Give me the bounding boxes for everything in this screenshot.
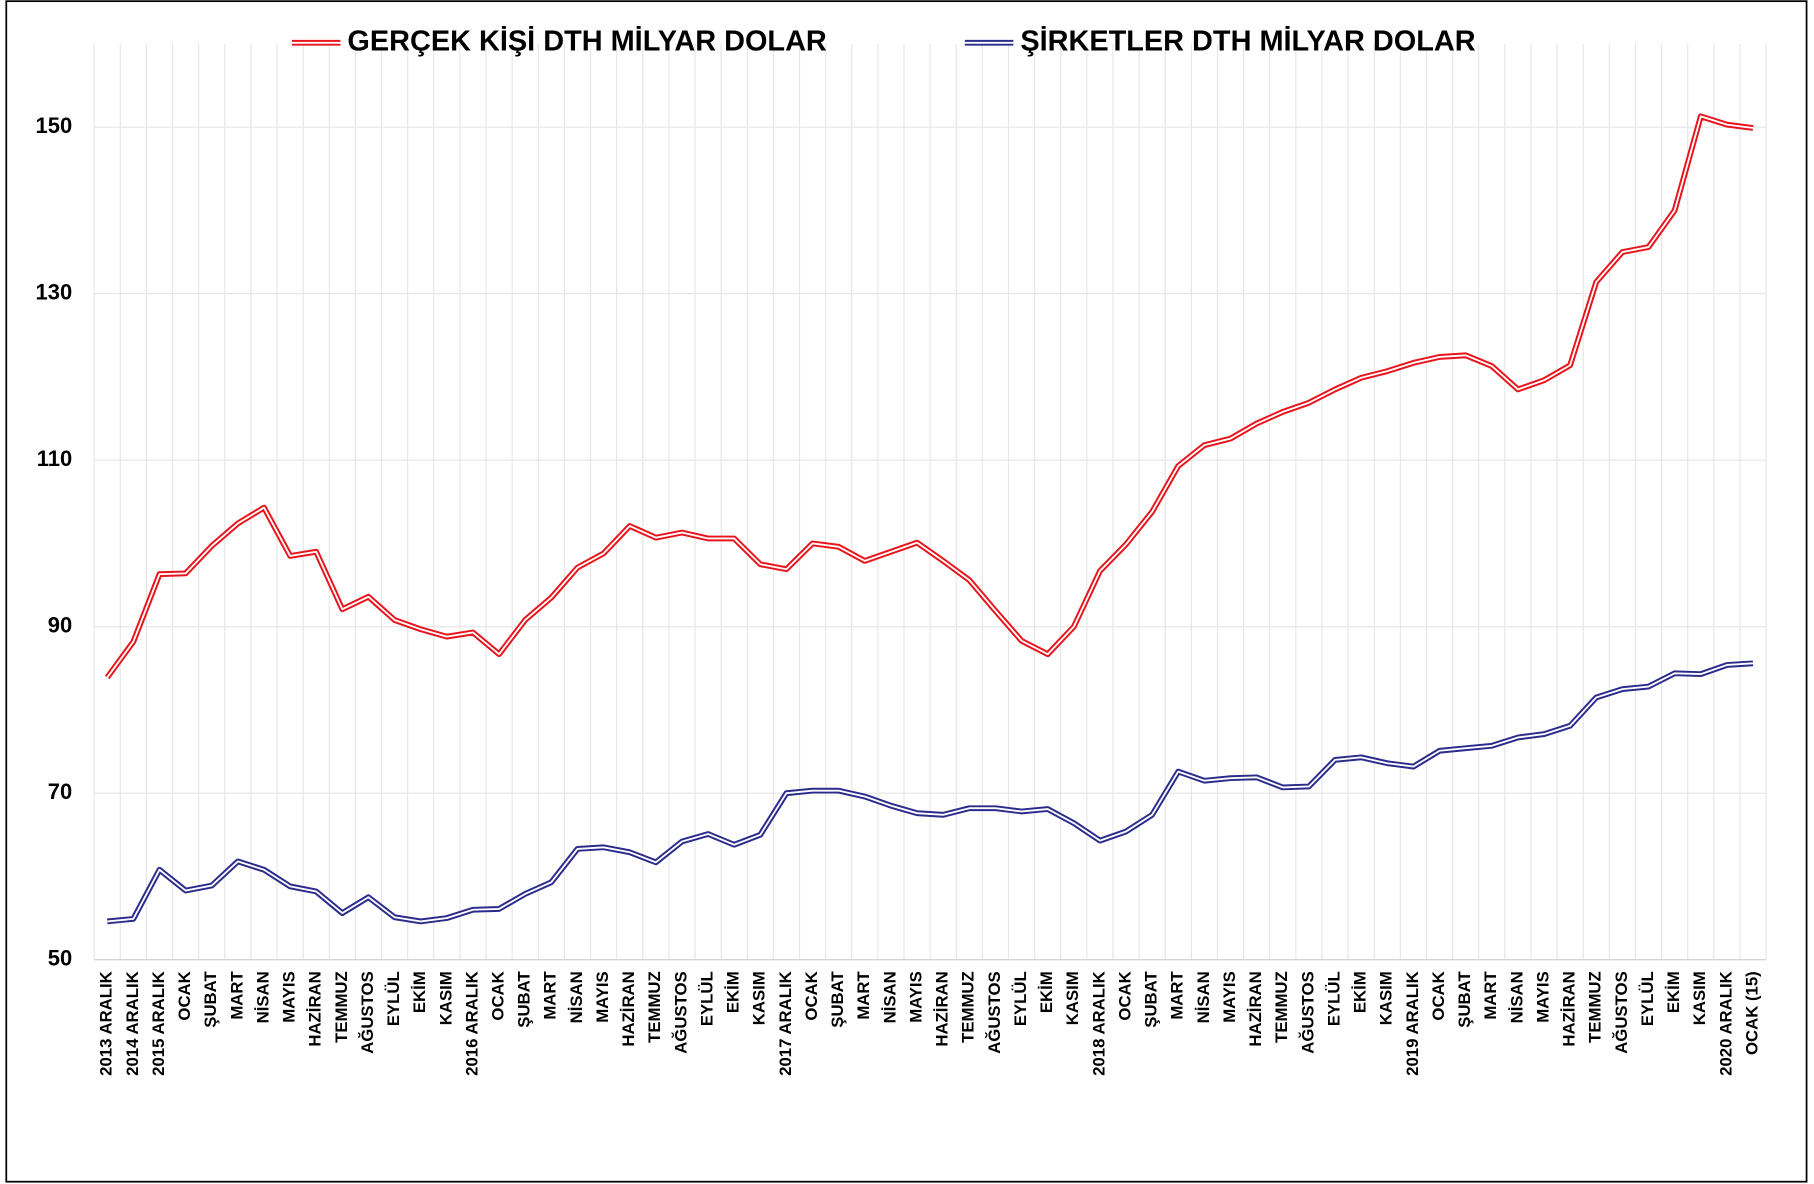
x-tick-label: ŞUBAT	[1142, 970, 1161, 1027]
x-tick-label: EKİM	[1664, 971, 1683, 1013]
y-tick-label: 110	[37, 446, 72, 471]
x-tick-label: HAZİRAN	[1560, 971, 1579, 1046]
x-tick-label: NİSAN	[880, 971, 899, 1023]
y-tick-label: 150	[36, 113, 73, 138]
x-tick-label: KASIM	[1377, 971, 1396, 1025]
x-tick-label: MAYIS	[906, 971, 925, 1023]
legend-label: GERÇEK KİŞİ DTH MİLYAR DOLAR	[347, 24, 827, 57]
x-tick-label: MART	[227, 970, 246, 1019]
x-tick-label: 2013 ARALIK	[97, 971, 116, 1076]
x-tick-label: AĞUSTOS	[358, 971, 377, 1054]
y-tick-label: 70	[48, 779, 72, 804]
y-tick-label: 90	[48, 612, 72, 637]
x-tick-label: NİSAN	[1194, 971, 1213, 1023]
y-tick-label: 50	[48, 945, 72, 970]
x-tick-label: EYLÜL	[1011, 971, 1030, 1026]
x-tick-label: KASIM	[1063, 971, 1082, 1025]
x-tick-label: EYLÜL	[384, 971, 403, 1026]
x-tick-label: MAYIS	[280, 971, 299, 1023]
x-tick-label: EYLÜL	[1324, 971, 1343, 1026]
x-tick-label: OCAK	[802, 971, 821, 1020]
x-tick-label: TEMMUZ	[645, 971, 664, 1043]
x-tick-label: AĞUSTOS	[1298, 971, 1317, 1054]
x-tick-label: TEMMUZ	[332, 971, 351, 1043]
x-tick-label: KASIM	[1690, 971, 1709, 1025]
x-tick-label: TEMMUZ	[1586, 971, 1605, 1043]
x-tick-label: AĞUSTOS	[1612, 971, 1631, 1054]
x-tick-label: MAYIS	[593, 971, 612, 1023]
legend-label: ŞİRKETLER DTH MİLYAR DOLAR	[1020, 24, 1475, 57]
x-tick-label: NİSAN	[1507, 971, 1526, 1023]
x-tick-label: EYLÜL	[697, 971, 716, 1026]
x-tick-label: HAZİRAN	[933, 971, 952, 1046]
x-tick-label: NİSAN	[567, 971, 586, 1023]
series-line-inner	[106, 115, 1754, 678]
x-tick-label: KASIM	[436, 971, 455, 1025]
x-tick-label: OCAK	[1429, 971, 1448, 1020]
chart-frame	[5, 0, 1808, 1183]
x-tick-label: 2014 ARALIK	[123, 971, 142, 1076]
x-tick-label: ŞUBAT	[1455, 970, 1474, 1027]
series-line-inner	[107, 662, 1754, 923]
x-tick-label: 2015 ARALIK	[149, 971, 168, 1076]
x-tick-label: HAZİRAN	[1246, 971, 1265, 1046]
x-tick-label: EYLÜL	[1638, 971, 1657, 1026]
x-tick-label: 2016 ARALIK	[462, 971, 481, 1076]
x-tick-label: AĞUSTOS	[985, 971, 1004, 1054]
x-tick-label: HAZİRAN	[619, 971, 638, 1046]
x-tick-label: EKİM	[724, 971, 743, 1013]
x-tick-label: TEMMUZ	[1272, 971, 1291, 1043]
x-tick-label: MART	[1168, 970, 1187, 1019]
x-tick-label: HAZİRAN	[306, 971, 325, 1046]
x-tick-label: OCAK	[175, 971, 194, 1020]
x-tick-label: EKİM	[410, 971, 429, 1013]
x-tick-label: OCAK (15)	[1742, 971, 1761, 1055]
x-tick-label: ŞUBAT	[201, 970, 220, 1027]
x-tick-label: MAYIS	[1533, 971, 1552, 1023]
x-tick-label: ŞUBAT	[515, 970, 534, 1027]
x-tick-label: EKİM	[1351, 971, 1370, 1013]
y-tick-label: 130	[36, 279, 73, 304]
x-tick-label: MART	[541, 970, 560, 1019]
x-tick-label: AĞUSTOS	[671, 971, 690, 1054]
x-tick-label: 2019 ARALIK	[1403, 971, 1422, 1076]
x-tick-label: MAYIS	[1220, 971, 1239, 1023]
x-tick-label: 2018 ARALIK	[1089, 971, 1108, 1076]
x-tick-label: MART	[854, 970, 873, 1019]
x-tick-label: TEMMUZ	[959, 971, 978, 1043]
x-tick-label: EKİM	[1037, 971, 1056, 1013]
x-tick-label: KASIM	[750, 971, 769, 1025]
x-tick-label: MART	[1481, 970, 1500, 1019]
x-tick-label: OCAK	[1115, 971, 1134, 1020]
x-tick-label: NİSAN	[253, 971, 272, 1023]
x-tick-label: 2020 ARALIK	[1716, 971, 1735, 1076]
x-tick-label: ŞUBAT	[828, 970, 847, 1027]
x-tick-label: 2017 ARALIK	[776, 971, 795, 1076]
x-tick-label: OCAK	[489, 971, 508, 1020]
